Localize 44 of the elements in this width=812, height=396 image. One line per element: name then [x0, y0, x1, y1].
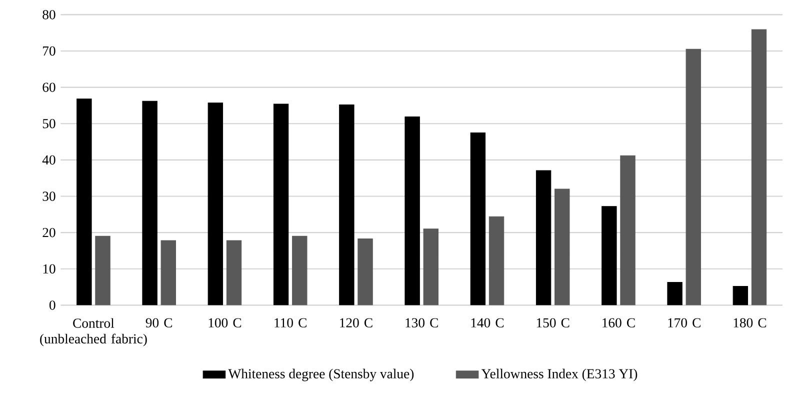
bar [76, 98, 92, 306]
bar [554, 188, 570, 306]
bar [686, 48, 701, 306]
x-tick-label: Control (unbleached fabric) [40, 318, 147, 346]
bar [404, 116, 420, 306]
y-tick-label: 10 [43, 264, 56, 274]
bar [488, 216, 504, 306]
bar [602, 206, 617, 306]
bar [160, 240, 176, 306]
x-tick-label: 100 C [208, 318, 242, 328]
bar [142, 100, 158, 306]
bar [751, 29, 767, 306]
y-tick-label: 0 [49, 300, 56, 310]
y-tick-label: 20 [42, 228, 56, 238]
y-tick-label: 30 [42, 192, 56, 201]
bar [339, 104, 354, 306]
bar [358, 238, 373, 306]
y-tick-label: 50 [42, 118, 56, 128]
bar [208, 102, 224, 306]
legend-label: Yellowness Index (E313 YI) [481, 368, 638, 382]
x-tick-label: 150 C [536, 318, 570, 328]
bar [226, 240, 242, 306]
bar [536, 170, 552, 306]
bar [620, 155, 636, 306]
x-tick-label: 110 C [274, 318, 306, 328]
y-tick-label: 70 [43, 46, 56, 56]
bar [95, 236, 110, 306]
bar [292, 236, 308, 306]
x-tick-label: 130 C [406, 318, 438, 328]
x-tick-label: 170 C [668, 318, 700, 328]
bar [667, 282, 682, 306]
bar [470, 132, 486, 306]
legend-label: Whiteness degree (Stensby value) [228, 368, 414, 382]
y-tick-label: 60 [42, 82, 56, 92]
x-tick-label: 180 C [734, 318, 766, 328]
bar [423, 228, 438, 306]
bar [273, 104, 289, 306]
x-tick-label: 140 C [471, 318, 504, 328]
x-tick-label: 160 C [602, 318, 635, 328]
x-tick-label: 90 C [146, 318, 172, 328]
y-tick-label: 40 [42, 155, 56, 164]
bar [732, 286, 748, 306]
x-tick-label: 120 C [340, 318, 372, 328]
y-tick-label: 80 [42, 10, 56, 20]
